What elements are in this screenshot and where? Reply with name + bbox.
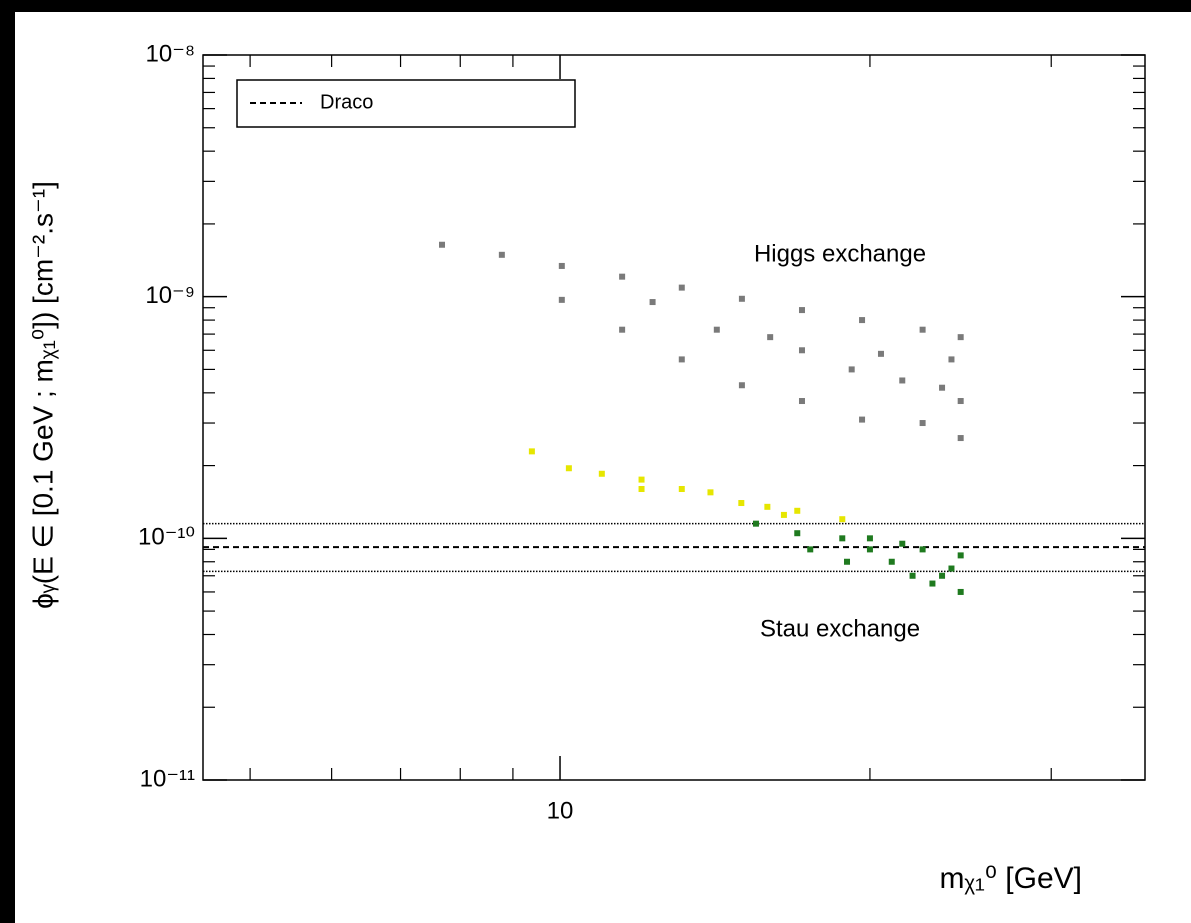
- point: [738, 382, 745, 389]
- point: [794, 530, 801, 537]
- point: [767, 334, 774, 341]
- point: [713, 326, 720, 333]
- point: [619, 326, 626, 333]
- point: [798, 347, 805, 354]
- annotation: Higgs exchange: [754, 240, 926, 267]
- point: [752, 520, 759, 527]
- point: [678, 486, 685, 493]
- point: [939, 572, 946, 579]
- point: [957, 588, 964, 595]
- point: [764, 503, 771, 510]
- point: [948, 356, 955, 363]
- point: [899, 377, 906, 384]
- point: [957, 334, 964, 341]
- point: [859, 317, 866, 324]
- point: [957, 552, 964, 559]
- annotation: Stau exchange: [760, 615, 920, 642]
- y-tick-label: 10⁻⁸: [146, 40, 196, 67]
- y-tick-label: 10⁻⁹: [145, 282, 195, 309]
- point: [678, 356, 685, 363]
- point: [844, 558, 851, 565]
- point: [948, 565, 955, 572]
- point: [649, 299, 656, 306]
- point: [866, 546, 873, 553]
- point: [957, 435, 964, 442]
- point: [738, 500, 745, 507]
- point: [859, 416, 866, 423]
- point: [919, 326, 926, 333]
- point: [909, 572, 916, 579]
- point: [598, 470, 605, 477]
- y-tick-label: 10⁻¹¹: [140, 765, 195, 792]
- point: [866, 535, 873, 542]
- point: [807, 546, 814, 553]
- legend-box: [236, 79, 576, 128]
- point: [780, 511, 787, 518]
- point: [957, 398, 964, 405]
- y-axis-label: ϕᵧ(E ∈ [0.1 GeV ; mᵪ₁⁰]) [cm⁻².s⁻¹]: [27, 181, 58, 609]
- legend-label: Draco: [320, 91, 373, 113]
- point: [528, 448, 535, 455]
- point: [794, 507, 801, 514]
- point: [619, 273, 626, 280]
- point: [439, 241, 446, 248]
- point: [738, 295, 745, 302]
- point: [678, 284, 685, 291]
- point: [919, 420, 926, 427]
- point: [929, 580, 936, 587]
- point: [877, 350, 884, 357]
- point: [899, 540, 906, 547]
- point: [638, 486, 645, 493]
- point: [888, 558, 895, 565]
- x-tick-label: 10: [547, 797, 574, 824]
- canvas: [15, 12, 1191, 923]
- point: [839, 516, 846, 523]
- point: [919, 546, 926, 553]
- point: [839, 535, 846, 542]
- point: [798, 398, 805, 405]
- point: [565, 465, 572, 472]
- point: [707, 489, 714, 496]
- plot-frame: [202, 54, 1146, 781]
- x-axis-label: mᵪ₁⁰ [GeV]: [940, 862, 1082, 895]
- point: [498, 251, 505, 258]
- point: [558, 296, 565, 303]
- point: [558, 262, 565, 269]
- point: [638, 476, 645, 483]
- point: [848, 366, 855, 373]
- y-tick-label: 10⁻¹⁰: [138, 524, 195, 551]
- point: [939, 384, 946, 391]
- point: [798, 307, 805, 314]
